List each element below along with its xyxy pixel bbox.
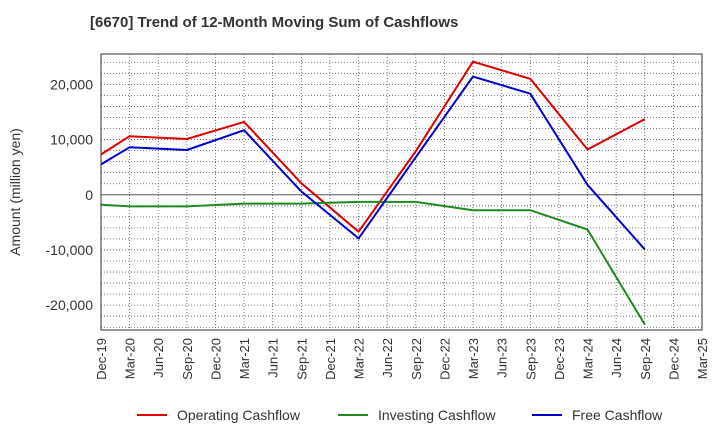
- y-tick-label: -10,000: [46, 242, 94, 258]
- x-tick-label: Mar-21: [237, 338, 252, 379]
- legend-label: Free Cashflow: [572, 407, 663, 423]
- x-tick-label: Mar-25: [695, 338, 710, 379]
- legend-label: Investing Cashflow: [378, 407, 496, 423]
- y-tick-label: -20,000: [46, 297, 94, 313]
- series-layer: [100, 60, 646, 326]
- x-tick-label: Dec-24: [666, 338, 681, 380]
- legend-swatch: [532, 414, 562, 416]
- x-tick-label: Sep-20: [180, 338, 195, 380]
- series-line-operating-cashflow: [100, 60, 646, 233]
- series-line-free-cashflow: [100, 75, 646, 251]
- y-tick-label: 10,000: [50, 132, 93, 148]
- legend-item-operating-cashflow: Operating Cashflow: [137, 404, 300, 426]
- x-tick-label: Mar-22: [352, 338, 367, 379]
- grid-layer: [101, 54, 702, 330]
- series-line-investing-cashflow: [100, 200, 646, 326]
- x-tick-label: Dec-20: [208, 338, 223, 380]
- legend-item-free-cashflow: Free Cashflow: [532, 404, 662, 426]
- x-tick-label: Dec-22: [437, 338, 452, 380]
- legend-swatch: [338, 414, 368, 416]
- y-tick-label: 20,000: [50, 76, 93, 92]
- x-tick-label: Dec-19: [94, 338, 109, 380]
- x-tick-label: Sep-22: [409, 338, 424, 380]
- legend-swatch: [137, 414, 167, 416]
- x-tick-label: Jun-20: [151, 338, 166, 378]
- x-tick-label: Sep-23: [523, 338, 538, 380]
- x-tick-labels: Dec-19 Mar-20 Jun-20 Sep-20 Dec-20 Mar-21 Jun-…: [94, 338, 710, 380]
- y-tick-label: 0: [85, 187, 93, 203]
- x-tick-label: Dec-23: [552, 338, 567, 380]
- y-tick-labels: -20,000 -10,000 0 10,000 20,000: [46, 76, 94, 313]
- x-tick-label: Sep-24: [638, 338, 653, 380]
- legend-item-investing-cashflow: Investing Cashflow: [338, 404, 496, 426]
- x-tick-label: Jun-22: [380, 338, 395, 378]
- x-tick-label: Mar-20: [123, 338, 138, 379]
- x-tick-label: Dec-21: [323, 338, 338, 380]
- plot-frame: [100, 53, 703, 331]
- x-tick-label: Jun-24: [609, 338, 624, 378]
- chart-legend: Operating Cashflow Investing Cashflow Free…: [0, 404, 720, 426]
- x-tick-label: Jun-23: [495, 338, 510, 378]
- legend-label: Operating Cashflow: [177, 407, 300, 423]
- x-tick-label: Jun-21: [266, 338, 281, 378]
- x-tick-label: Sep-21: [294, 338, 309, 380]
- y-axis-label: Amount (million yen): [7, 128, 23, 256]
- x-tick-label: Mar-23: [466, 338, 481, 379]
- chart-title: [6670] Trend of 12-Month Moving Sum of C…: [90, 14, 459, 31]
- x-tick-label: Mar-24: [581, 338, 596, 379]
